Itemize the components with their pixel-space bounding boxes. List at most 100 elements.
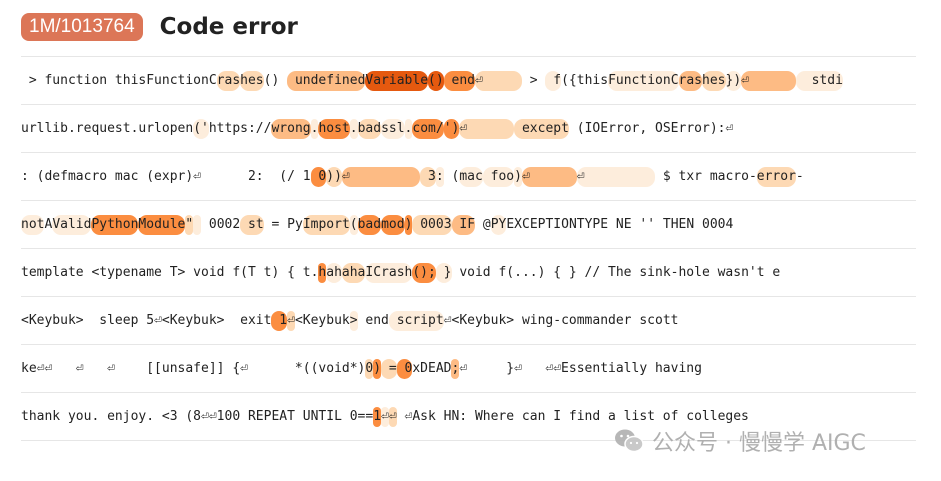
- token-level-0: end: [357, 312, 389, 328]
- token-level-3: wrong: [271, 118, 311, 139]
- code-row: > function thisFunctionC ras hes() undefin…: [21, 57, 916, 105]
- token-level-2: ⏎: [287, 310, 295, 331]
- token-level-4: com/: [412, 118, 444, 139]
- token-level-0: ⏎ }⏎ ⏎⏎Essentially having: [459, 360, 702, 376]
- token-level-1: (: [349, 214, 358, 235]
- token-level-1: ⏎: [381, 406, 389, 427]
- token-level-4: end: [443, 70, 475, 91]
- token-level-0: void f(...) { } // The sink-hole wasn't …: [451, 264, 781, 280]
- token-level-0: ⏎Ask HN: Where can I find a list of coll…: [396, 408, 757, 424]
- token-level-2: 0: [365, 358, 374, 379]
- token-level-3: ras: [678, 70, 703, 91]
- token-level-2: ": [185, 214, 194, 235]
- token-level-1: stdi: [795, 70, 843, 91]
- token-level-1: Valid: [52, 214, 92, 235]
- token-level-2: ⏎: [459, 118, 515, 139]
- token-level-4: 1: [271, 310, 288, 331]
- token-level-0: > function thisFunctionC: [21, 72, 217, 88]
- token-level-0: ⏎<Keybuk> wing-commander scott: [443, 312, 679, 328]
- token-level-1: .: [349, 118, 358, 139]
- token-level-2: ⏎: [475, 70, 522, 91]
- token-level-2: Import: [302, 214, 350, 235]
- token-level-0: $ txr macro-: [655, 168, 757, 184]
- token-level-4: ): [373, 358, 382, 379]
- token-level-1: :: [435, 166, 444, 187]
- token-level-0: (: [443, 168, 460, 184]
- token-level-0: -: [795, 168, 804, 184]
- token-level-2: =: [381, 358, 397, 379]
- token-level-0: thank you. enjoy. <3 (8⏎⏎100 REPEAT UNTI…: [21, 408, 374, 424]
- token-level-4: 0: [310, 166, 327, 187]
- token-level-1: }): [725, 70, 742, 91]
- header: 1M/1013764 Code error: [21, 13, 298, 41]
- code-row: ke⏎⏎ ⏎ ⏎ [[unsafe]] {⏎ *((void*) 0) = 0 xD…: [21, 345, 916, 393]
- token-level-2: hes: [702, 70, 726, 91]
- token-level-3: IF: [451, 214, 476, 235]
- code-sample-list: > function thisFunctionC ras hes() undefin…: [21, 56, 916, 441]
- token-level-1: ): [514, 166, 522, 187]
- code-row: : (defmacro mac (expr)⏎ 2: (/ 1 0)) ⏎ 3: …: [21, 153, 916, 201]
- token-level-0: = Py: [263, 216, 303, 232]
- token-level-1: .: [310, 118, 319, 139]
- token-level-1: script: [388, 310, 444, 331]
- token-level-0: https://: [208, 120, 272, 136]
- page-title: Code error: [159, 14, 298, 40]
- token-level-0: EXCEPTIONTYPE NE '' THEN 0004: [506, 216, 734, 232]
- token-level-3: ⏎: [521, 166, 577, 187]
- token-level-0: urllib.request.urlopen: [21, 120, 194, 136]
- token-level-1: }: [435, 262, 452, 283]
- watermark-text: 公众号 · 慢慢学 AIGC: [652, 431, 866, 456]
- token-level-2: error: [756, 166, 796, 187]
- token-level-2: ras: [216, 70, 241, 91]
- token-level-0: ke⏎⏎ ⏎ ⏎ [[unsafe]] {⏎ *((void*): [21, 360, 366, 376]
- token-level-0: @: [475, 216, 491, 232]
- token-level-0: ({this: [561, 72, 609, 88]
- token-level-3: ⏎: [341, 166, 421, 187]
- token-level-0: (IOError, OSError):⏎: [568, 120, 734, 136]
- token-level-4: Module: [138, 214, 186, 235]
- token-level-3: ⏎: [741, 70, 796, 91]
- token-level-3: undefined: [287, 70, 366, 91]
- token-level-2: 3: [420, 166, 436, 187]
- token-level-0: >: [521, 72, 546, 88]
- token-level-1: [193, 214, 202, 235]
- token-level-0: <Keybuk: [294, 312, 350, 328]
- token-level-4: h: [318, 262, 327, 283]
- token-level-2: st: [240, 214, 264, 235]
- code-row: template <typename T> void f(T t) { t. h a…: [21, 249, 916, 297]
- token-level-4: '): [443, 118, 460, 139]
- token-level-1: foo: [482, 166, 515, 187]
- token-level-4: Python: [91, 214, 139, 235]
- token-level-0: <Keybuk> sleep 5⏎<Keybuk> exit: [21, 312, 272, 328]
- token-level-0: : (defmacro mac (expr)⏎ 2: (/ 1: [21, 168, 311, 184]
- token-level-4: ): [404, 214, 413, 235]
- token-level-2: )): [326, 166, 342, 187]
- token-level-2: bad: [357, 118, 382, 139]
- token-level-2: hes: [240, 70, 264, 91]
- token-level-1: .: [404, 118, 413, 139]
- token-level-1: f: [545, 70, 562, 91]
- token-level-0: (): [263, 72, 288, 88]
- token-level-1: (': [193, 118, 209, 139]
- watermark: 公众号 · 慢慢学 AIGC: [614, 425, 866, 457]
- token-level-1: not: [21, 214, 45, 235]
- token-level-1: PY: [490, 214, 507, 235]
- token-level-1: >: [349, 310, 358, 331]
- token-level-3: ;: [451, 358, 460, 379]
- token-level-4: 0: [396, 358, 413, 379]
- token-level-1: ah: [326, 262, 342, 283]
- token-level-5: (): [428, 70, 444, 91]
- token-level-1: ssl: [381, 118, 405, 139]
- token-level-1: ⏎: [576, 166, 656, 187]
- token-level-4: 1: [373, 406, 382, 427]
- token-level-0: xDEAD: [412, 360, 452, 376]
- token-level-2: ⏎: [388, 406, 397, 427]
- token-level-0: template <typename T> void f(T t) { t.: [21, 264, 319, 280]
- token-level-1: mac: [459, 166, 483, 187]
- token-level-0: A: [44, 216, 53, 232]
- code-row: <Keybuk> sleep 5⏎<Keybuk> exit 1 ⏎ <Keybuk…: [21, 297, 916, 345]
- token-level-4: mod: [381, 214, 405, 235]
- token-level-4: bad: [357, 214, 382, 235]
- token-level-0: 0002: [201, 216, 241, 232]
- token-level-1: FunctionC: [608, 70, 679, 91]
